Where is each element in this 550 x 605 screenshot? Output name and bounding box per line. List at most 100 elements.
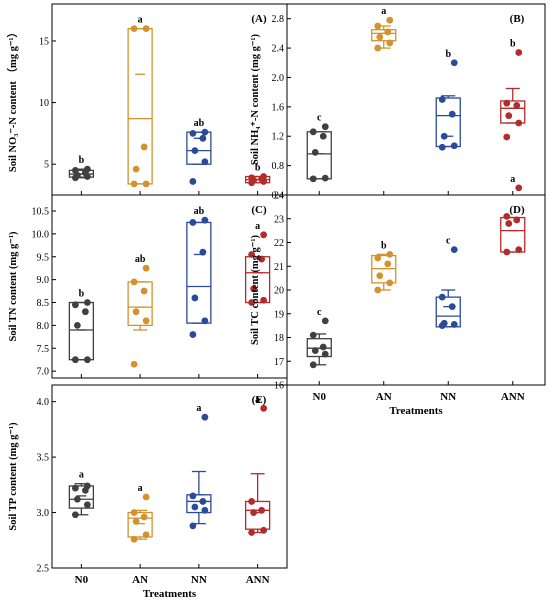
box-n0: c <box>306 307 332 369</box>
data-point <box>440 319 448 327</box>
significance-letter: a <box>510 174 515 185</box>
significance-letter: a <box>196 403 201 414</box>
box-iqr <box>306 131 332 180</box>
box-iqr <box>186 221 212 324</box>
data-point <box>386 16 394 24</box>
significance-letter: b <box>381 240 387 251</box>
data-point <box>189 331 197 338</box>
box-nn: b <box>435 49 461 151</box>
box-nn: a <box>186 403 212 530</box>
x-tick-label: NN <box>440 391 456 403</box>
box-nn: ab <box>186 118 212 185</box>
y-tick-label: 2.8 <box>272 14 285 25</box>
box-n0: c <box>306 113 332 183</box>
data-point <box>201 158 209 166</box>
significance-letter: ab <box>135 254 146 265</box>
data-point <box>189 129 197 137</box>
box-iqr <box>435 296 461 328</box>
x-tick-label: ANN <box>246 574 270 586</box>
data-point <box>140 513 148 521</box>
data-point <box>189 178 197 185</box>
significance-letter: b <box>445 49 451 60</box>
data-point <box>71 356 79 364</box>
y-tick-label: 0.8 <box>272 161 285 172</box>
data-point <box>321 123 329 131</box>
panel-a: (A) 5 10 15 Soil NO₃⁻-N content （mg g⁻¹） b a ab… <box>6 3 288 196</box>
box-iqr <box>500 216 526 253</box>
data-point <box>83 356 91 364</box>
data-point <box>321 317 329 325</box>
data-point <box>384 260 392 268</box>
y-tick-label: 22 <box>274 238 284 249</box>
x-tick-label: NN <box>191 574 207 586</box>
y-tick-label: 24 <box>274 191 284 202</box>
box-ann: a <box>244 221 271 306</box>
data-point <box>260 231 268 239</box>
data-point <box>258 506 266 514</box>
y-tick-label: 10.0 <box>32 229 50 240</box>
data-point <box>199 134 207 142</box>
x-tick-label: N0 <box>313 391 327 403</box>
y-tick-label: 8.5 <box>37 298 50 309</box>
significance-letter: a <box>138 483 143 494</box>
data-point <box>503 212 511 220</box>
box-iqr <box>127 281 153 327</box>
data-point <box>450 246 458 254</box>
data-point <box>201 216 209 224</box>
data-point <box>248 498 256 505</box>
data-point <box>321 350 329 358</box>
data-point <box>71 511 79 519</box>
significance-letter: a <box>79 470 84 481</box>
box-n0: b <box>68 289 95 364</box>
data-point <box>83 299 91 306</box>
box-iqr <box>500 100 526 124</box>
data-point <box>142 317 150 325</box>
data-point <box>130 509 138 516</box>
data-point <box>384 28 392 36</box>
data-point <box>260 173 268 180</box>
data-point <box>440 132 448 140</box>
box-an: a <box>127 483 153 543</box>
data-point <box>260 526 268 534</box>
data-point <box>309 361 317 369</box>
box-iqr <box>371 29 397 42</box>
box-iqr <box>127 27 153 185</box>
data-point <box>140 143 148 151</box>
y-tick-label: 9.5 <box>37 252 50 263</box>
box-ann: b <box>500 38 526 141</box>
panel-title: (E) <box>252 394 267 406</box>
data-point <box>130 535 138 543</box>
data-point <box>319 343 327 351</box>
y-axis-label: Soil NH₄⁺-N content (mg g⁻¹) <box>250 33 261 165</box>
panel-d: (D) 16 17 18 19 20 21 22 23 24 Soil TC content (mg… <box>250 174 546 417</box>
box-n0: a <box>68 470 95 519</box>
y-tick-label: 20 <box>274 286 284 297</box>
data-point <box>73 321 81 329</box>
data-point <box>260 404 268 412</box>
y-tick-label: 2.4 <box>272 44 285 55</box>
data-point <box>438 293 446 301</box>
data-point <box>71 484 79 492</box>
y-tick-label: 21 <box>274 262 284 273</box>
data-point <box>201 128 209 136</box>
y-tick-label: 10.5 <box>32 207 50 218</box>
y-tick-label: 2.5 <box>37 564 50 575</box>
data-point <box>503 133 511 141</box>
x-tick-label: AN <box>132 574 148 586</box>
data-point <box>189 492 197 500</box>
y-tick-label: 7.0 <box>37 367 50 378</box>
data-point <box>191 294 199 302</box>
data-point <box>386 39 394 47</box>
box-an: a <box>371 6 397 52</box>
data-point <box>83 482 91 490</box>
box-nn: ab <box>186 206 212 338</box>
significance-letter: a <box>255 394 260 405</box>
data-point <box>260 296 268 304</box>
data-point <box>250 285 258 293</box>
y-tick-label: 4.0 <box>37 397 50 408</box>
y-tick-label: 15 <box>39 36 49 47</box>
data-point <box>248 299 256 306</box>
panel-c: (C) 7.0 7.5 8.0 8.5 9.0 9.5 10.0 10.5 Soil TN con… <box>8 194 288 379</box>
y-tick-label: 2.0 <box>272 73 285 84</box>
y-tick-label: 3.0 <box>37 508 50 519</box>
